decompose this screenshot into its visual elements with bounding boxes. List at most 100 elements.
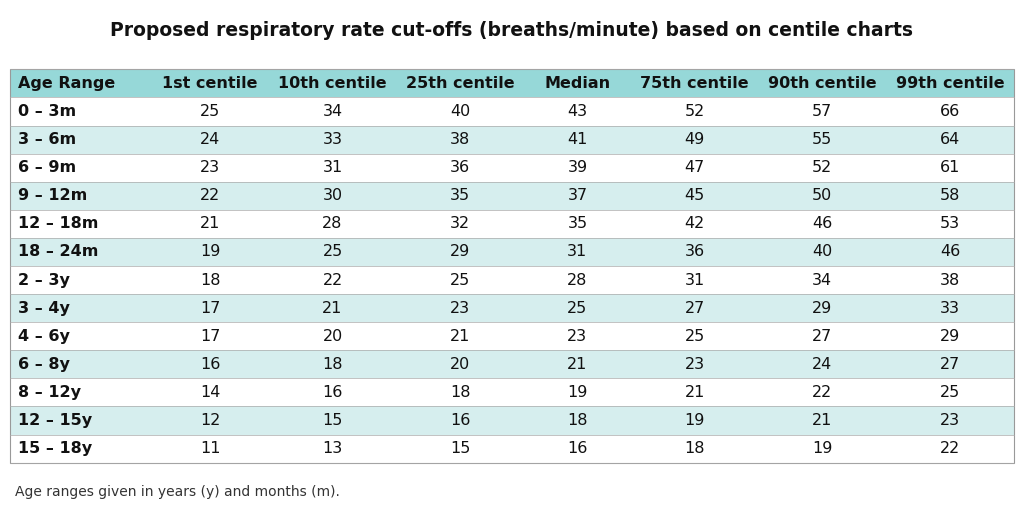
Text: 21: 21 [200,216,220,231]
Text: 33: 33 [323,132,343,147]
Text: Proposed respiratory rate cut-offs (breaths/minute) based on centile charts: Proposed respiratory rate cut-offs (brea… [111,21,913,40]
Text: 52: 52 [684,104,705,119]
Text: 19: 19 [200,245,220,260]
Text: 16: 16 [200,357,220,372]
Text: 22: 22 [940,441,961,456]
Text: 12 – 18m: 12 – 18m [18,216,98,231]
Text: 18 – 24m: 18 – 24m [18,245,98,260]
Text: 25: 25 [200,104,220,119]
Text: 30: 30 [323,188,343,203]
Text: 66: 66 [940,104,961,119]
Text: 46: 46 [812,216,833,231]
Text: 9 – 12m: 9 – 12m [18,188,88,203]
Text: 19: 19 [684,413,705,428]
Text: 55: 55 [812,132,833,147]
Text: 40: 40 [812,245,833,260]
Text: 16: 16 [567,441,588,456]
Text: 38: 38 [451,132,470,147]
Text: 42: 42 [684,216,705,231]
Text: 28: 28 [567,272,588,287]
Text: 27: 27 [812,329,833,344]
Text: 21: 21 [812,413,833,428]
Text: 2 – 3y: 2 – 3y [18,272,71,287]
Text: 27: 27 [940,357,961,372]
Text: 17: 17 [200,301,220,316]
Text: 18: 18 [684,441,705,456]
Text: 43: 43 [567,104,588,119]
Text: 35: 35 [567,216,588,231]
Text: 49: 49 [684,132,705,147]
Text: 39: 39 [567,160,588,175]
Text: 19: 19 [812,441,833,456]
Text: 46: 46 [940,245,961,260]
Text: 36: 36 [451,160,470,175]
Text: 52: 52 [812,160,833,175]
Text: 29: 29 [451,245,470,260]
Text: 29: 29 [940,329,961,344]
Text: 24: 24 [812,357,833,372]
Text: Median: Median [545,76,610,91]
Text: 13: 13 [323,441,343,456]
Text: 23: 23 [684,357,705,372]
Text: 14: 14 [200,385,220,400]
Text: 8 – 12y: 8 – 12y [18,385,82,400]
Text: 34: 34 [812,272,833,287]
Text: 75th centile: 75th centile [640,76,749,91]
Text: 41: 41 [567,132,588,147]
Text: 32: 32 [451,216,470,231]
Text: 23: 23 [200,160,220,175]
Text: 15 – 18y: 15 – 18y [18,441,92,456]
Text: 25: 25 [567,301,588,316]
Text: 15: 15 [323,413,343,428]
Text: 90th centile: 90th centile [768,76,877,91]
Text: 58: 58 [940,188,961,203]
Text: 99th centile: 99th centile [896,76,1005,91]
Text: 3 – 4y: 3 – 4y [18,301,71,316]
Text: 0 – 3m: 0 – 3m [18,104,77,119]
Text: 12 – 15y: 12 – 15y [18,413,92,428]
Text: 22: 22 [812,385,833,400]
Text: 50: 50 [812,188,833,203]
Text: 36: 36 [684,245,705,260]
Text: 22: 22 [200,188,220,203]
Text: 23: 23 [567,329,588,344]
Text: 31: 31 [323,160,343,175]
Text: 29: 29 [812,301,833,316]
Text: 20: 20 [451,357,470,372]
Text: 18: 18 [567,413,588,428]
Text: 28: 28 [323,216,343,231]
Text: 4 – 6y: 4 – 6y [18,329,71,344]
Text: 18: 18 [450,385,470,400]
Text: 53: 53 [940,216,959,231]
Text: 40: 40 [451,104,470,119]
Text: 25: 25 [323,245,343,260]
Text: 31: 31 [567,245,588,260]
Text: 15: 15 [450,441,470,456]
Text: 38: 38 [940,272,961,287]
Text: 64: 64 [940,132,961,147]
Text: 21: 21 [567,357,588,372]
Text: 16: 16 [450,413,470,428]
Text: 25th centile: 25th centile [406,76,514,91]
Text: 1st centile: 1st centile [163,76,258,91]
Text: 27: 27 [684,301,705,316]
Text: 21: 21 [323,301,343,316]
Text: 21: 21 [684,385,705,400]
Text: 23: 23 [940,413,959,428]
Text: 18: 18 [200,272,220,287]
Text: 12: 12 [200,413,220,428]
Text: 17: 17 [200,329,220,344]
Text: 11: 11 [200,441,220,456]
Text: 57: 57 [812,104,833,119]
Text: Age Range: Age Range [18,76,116,91]
Text: 25: 25 [940,385,961,400]
Text: 21: 21 [450,329,470,344]
Text: 34: 34 [323,104,343,119]
Text: 33: 33 [940,301,959,316]
Text: 25: 25 [684,329,705,344]
Text: 61: 61 [940,160,961,175]
Text: 19: 19 [567,385,588,400]
Text: 37: 37 [567,188,588,203]
Text: 35: 35 [451,188,470,203]
Text: 31: 31 [684,272,705,287]
